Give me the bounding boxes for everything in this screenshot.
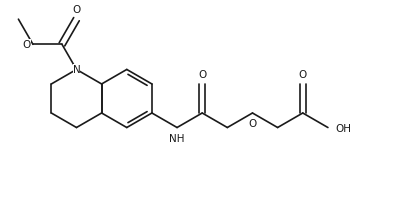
Text: N: N: [72, 65, 80, 75]
Text: O: O: [72, 5, 81, 15]
Text: OH: OH: [335, 123, 351, 133]
Text: O: O: [299, 70, 307, 80]
Text: NH: NH: [169, 133, 185, 143]
Text: O: O: [248, 119, 256, 129]
Text: O: O: [198, 70, 206, 80]
Text: O: O: [23, 40, 31, 50]
